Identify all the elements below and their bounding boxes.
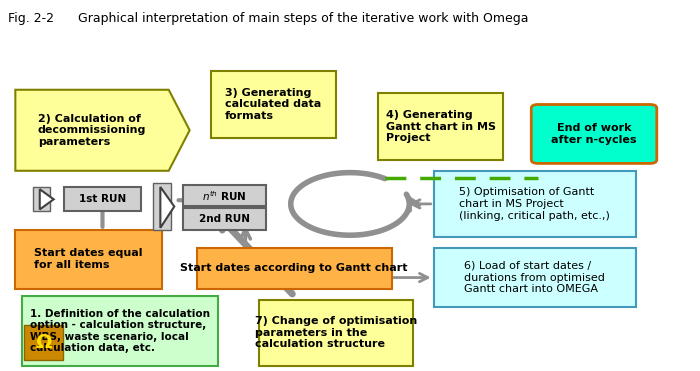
FancyBboxPatch shape xyxy=(434,171,636,237)
FancyBboxPatch shape xyxy=(33,187,50,211)
FancyBboxPatch shape xyxy=(153,183,171,230)
FancyBboxPatch shape xyxy=(64,187,141,211)
Text: End of work
after n-cycles: End of work after n-cycles xyxy=(552,123,637,145)
Text: Ω: Ω xyxy=(35,334,52,352)
Text: 2nd RUN: 2nd RUN xyxy=(199,214,250,224)
Text: Start dates equal
for all items: Start dates equal for all items xyxy=(34,248,143,270)
Text: Start dates according to Gantt chart: Start dates according to Gantt chart xyxy=(181,263,408,273)
Polygon shape xyxy=(15,90,190,171)
FancyBboxPatch shape xyxy=(15,230,162,289)
Text: 7) Change of optimisation
parameters in the
calculation structure: 7) Change of optimisation parameters in … xyxy=(255,316,417,349)
Text: Fig. 2-2      Graphical interpretation of main steps of the iterative work with : Fig. 2-2 Graphical interpretation of mai… xyxy=(8,13,529,26)
Text: 4) Generating
Gantt chart in MS
Project: 4) Generating Gantt chart in MS Project xyxy=(386,110,496,143)
Polygon shape xyxy=(160,187,174,228)
FancyBboxPatch shape xyxy=(260,300,413,366)
Text: 1. Definition of the calculation
option - calculation structure,
WBS, waste scen: 1. Definition of the calculation option … xyxy=(30,309,210,353)
Text: $n^{th}$ RUN: $n^{th}$ RUN xyxy=(202,189,247,203)
Text: 1st RUN: 1st RUN xyxy=(79,194,126,204)
FancyBboxPatch shape xyxy=(434,248,636,307)
Text: 2) Calculation of
decommissioning
parameters: 2) Calculation of decommissioning parame… xyxy=(38,114,146,147)
FancyBboxPatch shape xyxy=(183,185,266,207)
FancyBboxPatch shape xyxy=(531,105,657,163)
FancyBboxPatch shape xyxy=(197,248,392,289)
FancyBboxPatch shape xyxy=(378,93,503,160)
Polygon shape xyxy=(40,189,54,210)
FancyBboxPatch shape xyxy=(183,209,266,230)
FancyBboxPatch shape xyxy=(211,71,336,138)
Text: 5) Optimisation of Gantt
chart in MS Project
(linking, critical path, etc.,): 5) Optimisation of Gantt chart in MS Pro… xyxy=(459,187,610,220)
Text: 3) Generating
calculated data
formats: 3) Generating calculated data formats xyxy=(225,88,321,121)
FancyBboxPatch shape xyxy=(25,325,63,360)
Text: 6) Load of start dates /
durations from optimised
Gantt chart into OMEGA: 6) Load of start dates / durations from … xyxy=(464,261,606,294)
FancyBboxPatch shape xyxy=(22,296,218,366)
